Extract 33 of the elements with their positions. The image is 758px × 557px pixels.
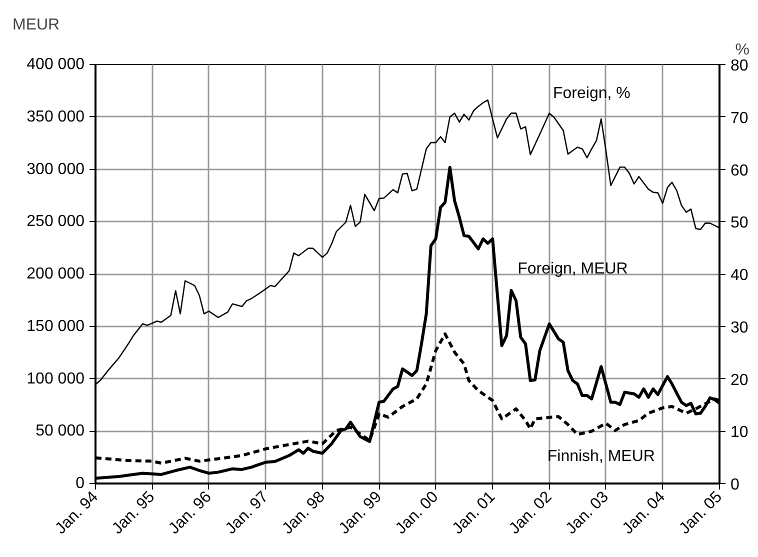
x-tick-label: Jan. 97 [222, 488, 272, 538]
y2-tick-label: 30 [730, 319, 748, 336]
y2-tick-label: 80 [730, 58, 748, 74]
x-tick-label: Jan. 96 [166, 488, 215, 538]
y-tick-label: 300 000 [26, 160, 85, 178]
y-tick-label: 50 000 [36, 422, 85, 440]
x-tick-label: Jan. 05 [676, 488, 726, 538]
y-tick-label: 100 000 [26, 370, 85, 388]
x-tick-label: Jan. 98 [279, 488, 328, 538]
y2-tick-label: 50 [730, 214, 748, 232]
x-tick-label: Jan. 00 [392, 488, 442, 538]
series-label: Foreign, MEUR [518, 260, 628, 278]
y2-tick-label: 70 [730, 110, 748, 127]
x-tick-label: Jan. 03 [562, 488, 612, 538]
x-tick-label: Jan. 02 [506, 488, 556, 538]
y2-tick-label: 40 [730, 267, 748, 284]
series-label: Foreign, % [553, 84, 630, 102]
y2-tick-label: 0 [730, 476, 740, 494]
y2-tick-label: 20 [730, 372, 748, 389]
x-tick-label: Jan. 95 [109, 488, 158, 538]
y2-axis-title: % [735, 42, 750, 58]
y-tick-label: 150 000 [26, 318, 85, 335]
x-tick-label: Jan. 01 [449, 488, 499, 538]
y-tick-label: 400 000 [26, 56, 85, 73]
series-label: Finnish, MEUR [547, 448, 655, 465]
x-tick-label: Jan. 99 [336, 488, 386, 538]
x-tick-label: Jan. 04 [620, 488, 669, 538]
y-tick-label: 350 000 [26, 108, 85, 126]
y-axis-title: MEUR [12, 16, 60, 34]
y2-tick-label: 10 [730, 424, 748, 442]
y-tick-label: 250 000 [26, 213, 85, 230]
y2-tick-label: 60 [730, 162, 748, 180]
y-tick-label: 200 000 [26, 266, 85, 282]
